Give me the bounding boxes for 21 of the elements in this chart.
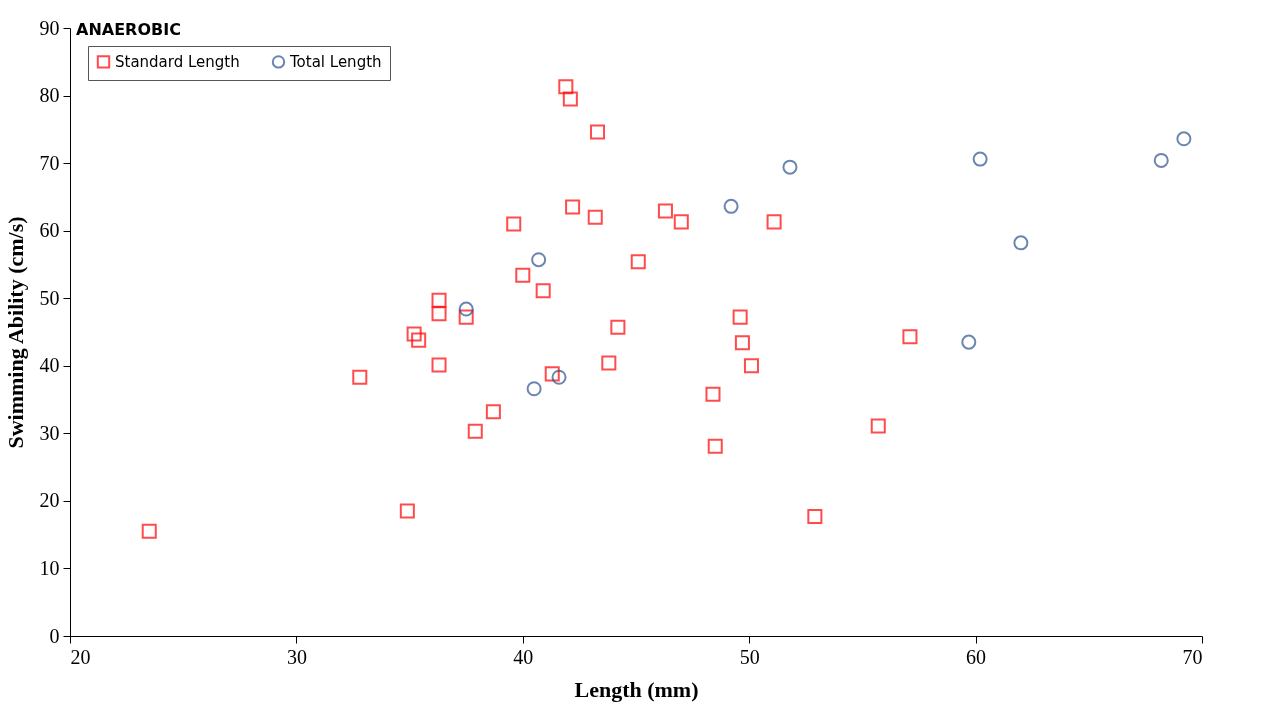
y-tick-label: 50 [39, 286, 60, 309]
y-tick-label: 30 [39, 421, 60, 444]
y-tick-label: 20 [39, 489, 60, 512]
x-tick-label: 20 [70, 645, 91, 668]
x-tick-label: 60 [966, 645, 987, 668]
x-axis-title: Length (mm) [574, 676, 699, 702]
y-tick-label: 10 [39, 556, 60, 579]
y-tick-label: 0 [49, 624, 60, 647]
y-tick-label: 70 [39, 151, 60, 174]
y-tick-label: 40 [39, 354, 60, 377]
y-axis-title: Swimming Ability (cm/s) [2, 216, 28, 449]
x-tick-label: 70 [1182, 645, 1203, 668]
x-tick-label: 30 [286, 645, 307, 668]
x-tick-label: 40 [513, 645, 534, 668]
y-tick-label: 60 [39, 219, 60, 242]
chart-title: ANAEROBIC [76, 20, 181, 39]
legend-label: Standard Length [115, 52, 240, 71]
y-tick-label: 80 [39, 84, 60, 107]
x-tick-label: 50 [739, 645, 760, 668]
y-tick-label: 90 [39, 16, 60, 39]
legend-label: Total Length [289, 52, 382, 71]
